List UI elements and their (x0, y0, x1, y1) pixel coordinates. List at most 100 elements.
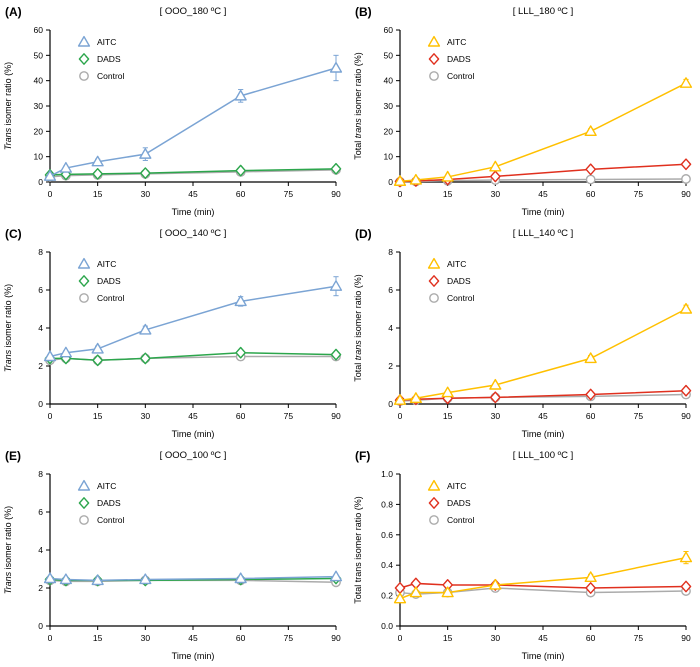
marker-AITC (393, 175, 407, 186)
legend-item-Control: Control (79, 515, 125, 525)
y-tick-label: 4 (38, 323, 43, 333)
chart-panel-B: (B) [ LLL_180 ºC ] 0 15 30 45 60 75 90 0 10 20 30 40 5… (350, 0, 700, 222)
x-tick-label: 45 (188, 411, 198, 421)
x-tick-label: 0 (398, 633, 403, 643)
marker-AITC (679, 302, 693, 314)
axes (49, 30, 336, 183)
legend-marker-DADS (78, 53, 90, 65)
axes (49, 252, 336, 405)
marker-AITC (91, 342, 104, 354)
legend-marker-AITC (427, 35, 441, 47)
y-tick-label: 30 (34, 101, 44, 111)
y-tick-label: 2 (38, 361, 43, 371)
chart-title: [ OOO_100 ºC ] (160, 450, 227, 461)
marker-AITC (59, 573, 72, 585)
marker-DADS (235, 164, 246, 177)
marker-AITC (679, 551, 693, 563)
y-tick-label: 50 (34, 50, 44, 60)
x-tick-label: 60 (236, 189, 246, 199)
x-axis-label: Time (min) (522, 429, 565, 439)
panel-label: (C) (5, 227, 22, 241)
y-tick-label: 0 (38, 621, 43, 631)
legend-marker-AITC (77, 257, 91, 269)
marker-DADS (680, 580, 692, 593)
marker-AITC (59, 161, 72, 173)
marker-AITC (329, 570, 343, 582)
chart-svg-C: (C) [ OOO_140 ºC ] 0 15 30 45 60 75 90 0 2 4 6 8 Time … (3, 227, 343, 439)
x-tick-label: 45 (538, 633, 548, 643)
x-tick-label: 75 (634, 411, 644, 421)
legend-item-DADS: DADS (78, 275, 121, 287)
y-tick-label: 0.2 (381, 591, 393, 601)
y-tick-label: 1.0 (381, 469, 393, 479)
series-line-AITC (49, 285, 337, 358)
marker-Control (681, 174, 691, 184)
legend-item-DADS: DADS (78, 497, 121, 509)
panel-label: (F) (355, 449, 370, 463)
marker-AITC (59, 346, 72, 358)
marker-AITC (393, 394, 407, 405)
legend-label: AITC (447, 37, 466, 47)
y-tick-label: 0 (388, 399, 393, 409)
y-axis-label: Trans isomer ratio (%) (3, 284, 13, 372)
y-tick-label: 2 (388, 361, 393, 371)
legend-label: AITC (97, 259, 116, 269)
axes (399, 252, 686, 405)
legend-item-Control: Control (429, 293, 475, 303)
y-tick-label: 0.0 (381, 621, 393, 631)
chart-panel-C: (C) [ OOO_140 ºC ] 0 15 30 45 60 75 90 0 2 4 6 8 Time … (0, 222, 350, 444)
marker-DADS (585, 163, 596, 176)
marker-AITC (329, 280, 343, 291)
legend-marker-Control (429, 515, 439, 525)
marker-AITC (329, 61, 343, 73)
legend-label: Control (447, 515, 475, 525)
x-tick-label: 15 (93, 189, 103, 199)
legend-label: DADS (447, 54, 471, 64)
legend-item-AITC: AITC (427, 257, 466, 269)
legend-marker-AITC (77, 35, 91, 47)
legend-marker-Control (79, 515, 89, 525)
x-tick-label: 60 (586, 633, 596, 643)
legend-marker-AITC (77, 479, 91, 491)
legend-marker-AITC (427, 257, 441, 269)
x-tick-label: 45 (188, 633, 198, 643)
marker-DADS (680, 384, 692, 397)
y-tick-label: 40 (34, 76, 44, 86)
marker-AITC (91, 574, 104, 586)
marker-AITC (409, 586, 422, 598)
legend-marker-DADS (78, 497, 90, 509)
axes (49, 474, 336, 627)
x-tick-label: 0 (48, 189, 53, 199)
x-tick-label: 90 (331, 189, 341, 199)
chart-panel-D: (D) [ LLL_140 ºC ] 0 15 30 45 60 75 90 0 2 4 6 8 Time … (350, 222, 700, 444)
legend-item-DADS: DADS (78, 53, 121, 65)
legend-marker-DADS (428, 497, 440, 509)
marker-AITC (139, 148, 152, 159)
marker-AITC (679, 77, 693, 88)
x-tick-label: 75 (284, 633, 294, 643)
marker-DADS (140, 167, 151, 180)
x-tick-label: 90 (331, 633, 341, 643)
x-tick-label: 30 (141, 189, 151, 199)
marker-AITC (43, 350, 57, 362)
y-tick-label: 0.6 (381, 530, 393, 540)
marker-DADS (92, 354, 103, 367)
chart-svg-B: (B) [ LLL_180 ºC ] 0 15 30 45 60 75 90 0 10 20 30 40 5… (353, 5, 693, 217)
y-axis-label: Total trans isomer ratio (%) (353, 496, 363, 604)
legend-label: DADS (97, 276, 121, 286)
x-axis-label: Time (min) (172, 429, 215, 439)
legend-item-Control: Control (79, 293, 125, 303)
legend-item-Control: Control (79, 71, 125, 81)
x-tick-label: 30 (491, 633, 501, 643)
legend-item-DADS: DADS (428, 497, 471, 509)
marker-AITC (234, 295, 247, 307)
x-tick-label: 75 (634, 633, 644, 643)
marker-AITC (43, 572, 57, 584)
legend-label: AITC (97, 481, 116, 491)
marker-AITC (584, 125, 597, 137)
chart-title: [ OOO_180 ºC ] (160, 6, 227, 17)
legend-label: Control (97, 293, 125, 303)
x-tick-label: 90 (681, 189, 691, 199)
legend-label: AITC (447, 481, 466, 491)
